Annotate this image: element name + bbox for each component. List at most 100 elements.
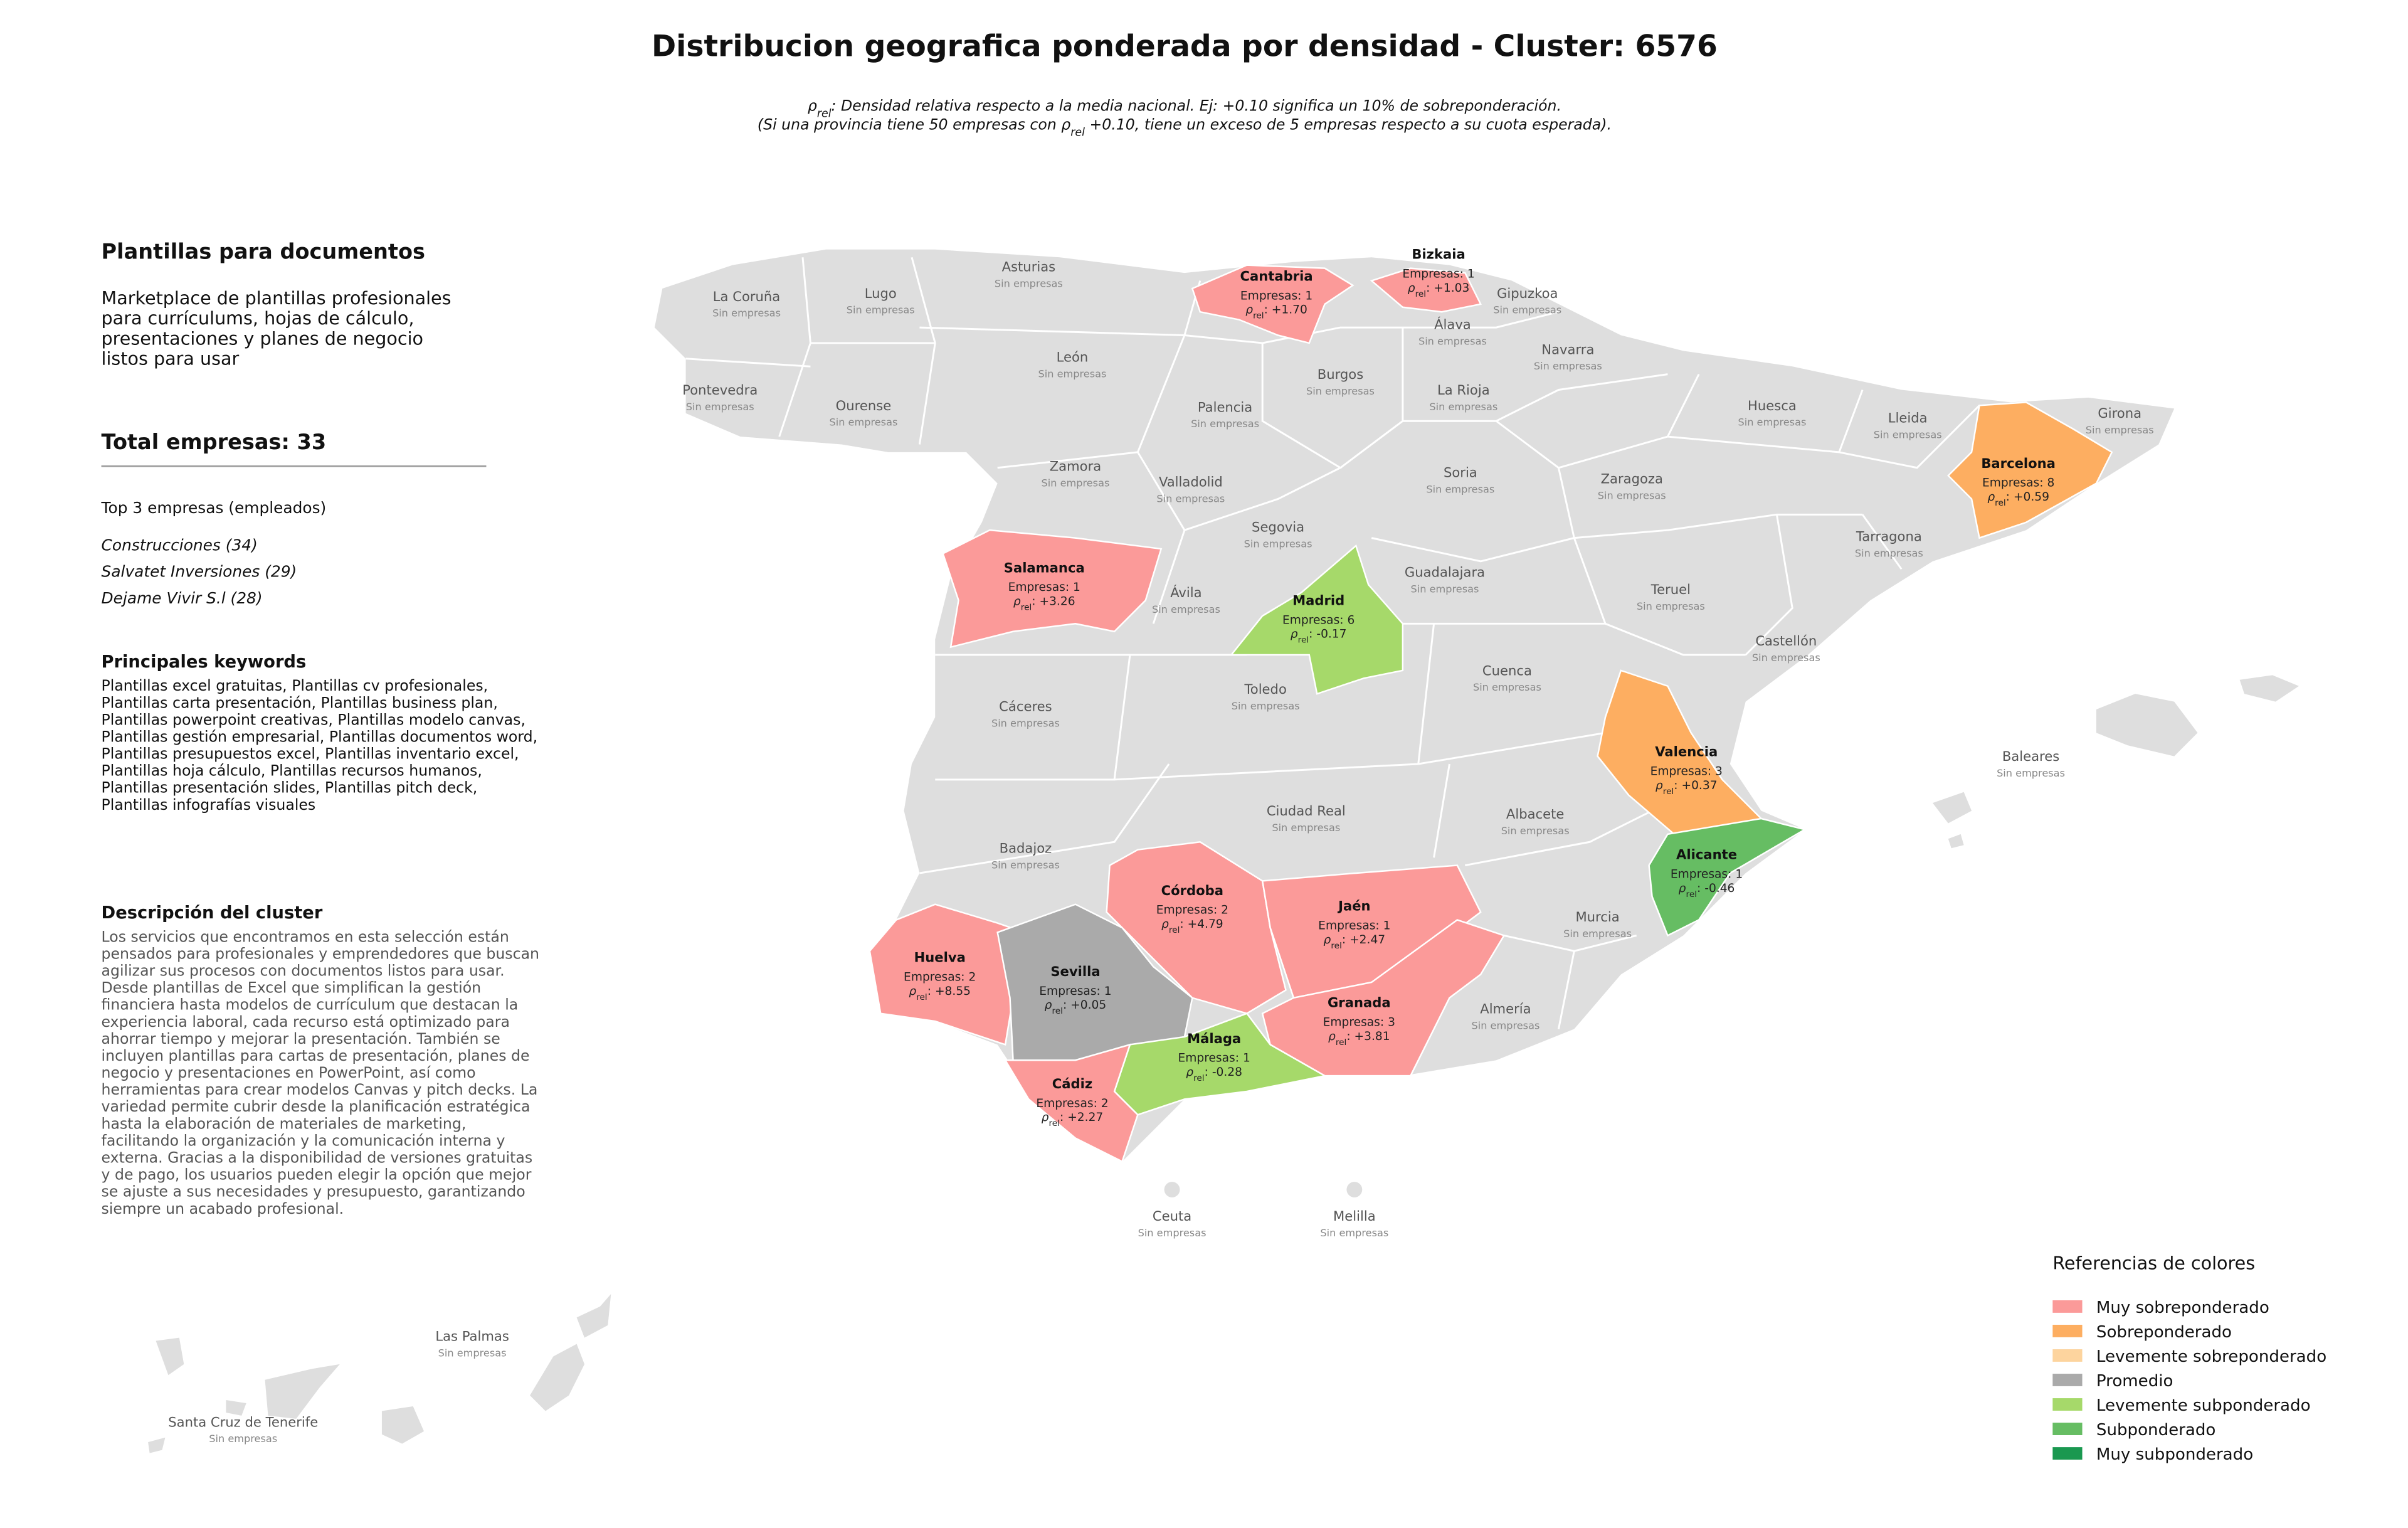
province-name: Valladolid	[1159, 474, 1223, 490]
province-empty: Sin empresas	[1038, 368, 1107, 380]
companies-label: Empresas:	[1318, 919, 1380, 932]
rho-colon: :	[1180, 918, 1183, 931]
keywords-line: Plantillas hoja cálculo, Plantillas recu…	[102, 762, 482, 780]
province-name: Teruel	[1650, 581, 1691, 597]
rho-value: +0.37	[1681, 779, 1717, 792]
companies-value: 2	[1221, 904, 1228, 917]
legend-swatch	[2052, 1374, 2083, 1386]
companies-label: Empresas:	[1671, 867, 1732, 881]
description-line: herramientas para crear modelos Canvas y…	[102, 1081, 538, 1098]
legend-swatch	[2052, 1398, 2083, 1411]
province-name: Las Palmas	[435, 1329, 509, 1344]
note-subscript: rel	[817, 108, 832, 120]
description-line: financiera hasta modelos de currículum q…	[102, 996, 519, 1014]
rho-symbol: ρ	[1045, 999, 1052, 1012]
keywords-line: Plantillas presentación slides, Plantill…	[102, 779, 478, 797]
rho-colon: :	[1032, 595, 1035, 608]
province-shape	[869, 903, 1035, 1046]
description-line: se ajuste a sus necesidades y presupuest…	[102, 1183, 525, 1201]
province-companies: Empresas: 8	[1982, 477, 2054, 490]
province-name: Córdoba	[1161, 883, 1223, 898]
companies-value: 1	[1104, 985, 1112, 998]
companies-label: Empresas:	[1036, 1097, 1097, 1110]
rho-value: +1.70	[1272, 304, 1307, 317]
rho-symbol: ρ	[1013, 595, 1021, 608]
province-empty: Sin empresas	[1244, 538, 1312, 550]
summary-line: Marketplace de plantillas profesionales	[102, 287, 452, 309]
province-empty: Sin empresas	[209, 1433, 277, 1445]
companies-value: 1	[1735, 867, 1743, 881]
province-empty: Sin empresas	[1598, 489, 1666, 501]
province-empty: Sin empresas	[1997, 767, 2065, 779]
rho-subscript: rel	[1331, 941, 1342, 951]
note-text: ρ	[808, 97, 817, 115]
companies-value: 3	[1388, 1016, 1395, 1029]
province-empty: Sin empresas	[1534, 360, 1602, 372]
labels: La Coruña Sin empresas Lugo Sin empresas Ast…	[168, 247, 2153, 1445]
province-name: Baleares	[2002, 748, 2059, 764]
province-empty: Sin empresas	[1563, 928, 1632, 940]
rho-subscript: rel	[1169, 925, 1180, 935]
rho-subscript: rel	[1663, 787, 1674, 797]
rho-colon: :	[1342, 933, 1346, 947]
description-line: externa. Gracias a la disponibilidad de …	[102, 1149, 533, 1167]
province-name: Toledo	[1244, 681, 1286, 697]
description-line: hasta la elaboración de materiales de ma…	[102, 1115, 467, 1132]
rho-colon: :	[1697, 882, 1701, 895]
rho-colon: :	[1205, 1066, 1208, 1079]
rho-value: +4.79	[1188, 918, 1223, 931]
rho-colon: :	[1674, 779, 1677, 792]
companies-value: 3	[1715, 765, 1723, 778]
legend-label: Muy sobreponderado	[2096, 1298, 2269, 1317]
province-companies: Empresas: 1	[1402, 268, 1474, 281]
province-name: Lugo	[865, 285, 897, 301]
province-name: Ceuta	[1153, 1208, 1191, 1224]
companies-label: Empresas:	[1982, 477, 2044, 490]
note-text: (Si una provincia tiene 50 empresas con …	[758, 115, 1070, 133]
description-line: incluyen plantillas para cartas de prese…	[102, 1047, 530, 1064]
province-shape	[1947, 401, 2113, 539]
rho-symbol: ρ	[1408, 282, 1415, 295]
rho-symbol: ρ	[1656, 779, 1663, 792]
province-name: Zaragoza	[1601, 471, 1663, 487]
province-name: Badajoz	[1000, 841, 1052, 856]
rho-value: +1.03	[1434, 282, 1469, 295]
companies-value: 1	[1305, 289, 1312, 302]
legend-label: Subponderado	[2096, 1421, 2215, 1440]
companies-label: Empresas:	[1240, 289, 1302, 302]
description-line: pensados para profesionales y emprendedo…	[102, 945, 539, 962]
province-rho: ρrel: +0.37	[1656, 779, 1718, 797]
legend-label: Muy subponderado	[2096, 1445, 2253, 1464]
summary-line: listos para usar	[102, 348, 240, 369]
rho-value: -0.17	[1316, 628, 1346, 641]
province-empty: Sin empresas	[1493, 304, 1561, 316]
description-line: experiencia laboral, cada recurso está o…	[102, 1013, 510, 1031]
province-name: Guadalajara	[1405, 565, 1485, 580]
province-name: Alicante	[1676, 847, 1737, 862]
description-title: Descripción del cluster	[102, 903, 323, 923]
description-line: y de pago, los usuarios pueden elegir la…	[102, 1166, 532, 1184]
province-name: Santa Cruz de Tenerife	[168, 1414, 318, 1430]
companies-label: Empresas:	[1178, 1052, 1239, 1065]
province-empty: Sin empresas	[995, 277, 1063, 289]
companies-label: Empresas:	[1282, 613, 1344, 627]
province-empty: Sin empresas	[1138, 1227, 1207, 1239]
province-name: Girona	[2098, 405, 2141, 421]
province-empty: Sin empresas	[1306, 385, 1375, 397]
province-empty: Sin empresas	[1855, 547, 1923, 559]
province-name: La Rioja	[1437, 382, 1490, 398]
companies-label: Empresas:	[1323, 1016, 1385, 1029]
province-companies: Empresas: 3	[1323, 1016, 1395, 1029]
province-name: Ciudad Real	[1267, 803, 1346, 819]
legend-label: Levemente sobreponderado	[2096, 1347, 2326, 1366]
companies-value: 8	[2047, 477, 2054, 490]
rho-subscript: rel	[1686, 889, 1698, 899]
province-name: Valencia	[1655, 744, 1718, 760]
province-empty: Sin empresas	[1418, 335, 1487, 347]
rho-colon: :	[1063, 999, 1067, 1012]
province-empty: Sin empresas	[686, 401, 754, 413]
province-companies: Empresas: 2	[1036, 1097, 1108, 1110]
rho-symbol: ρ	[1679, 882, 1686, 895]
rho-subscript: rel	[1021, 602, 1032, 612]
melilla-shape	[1346, 1182, 1363, 1197]
